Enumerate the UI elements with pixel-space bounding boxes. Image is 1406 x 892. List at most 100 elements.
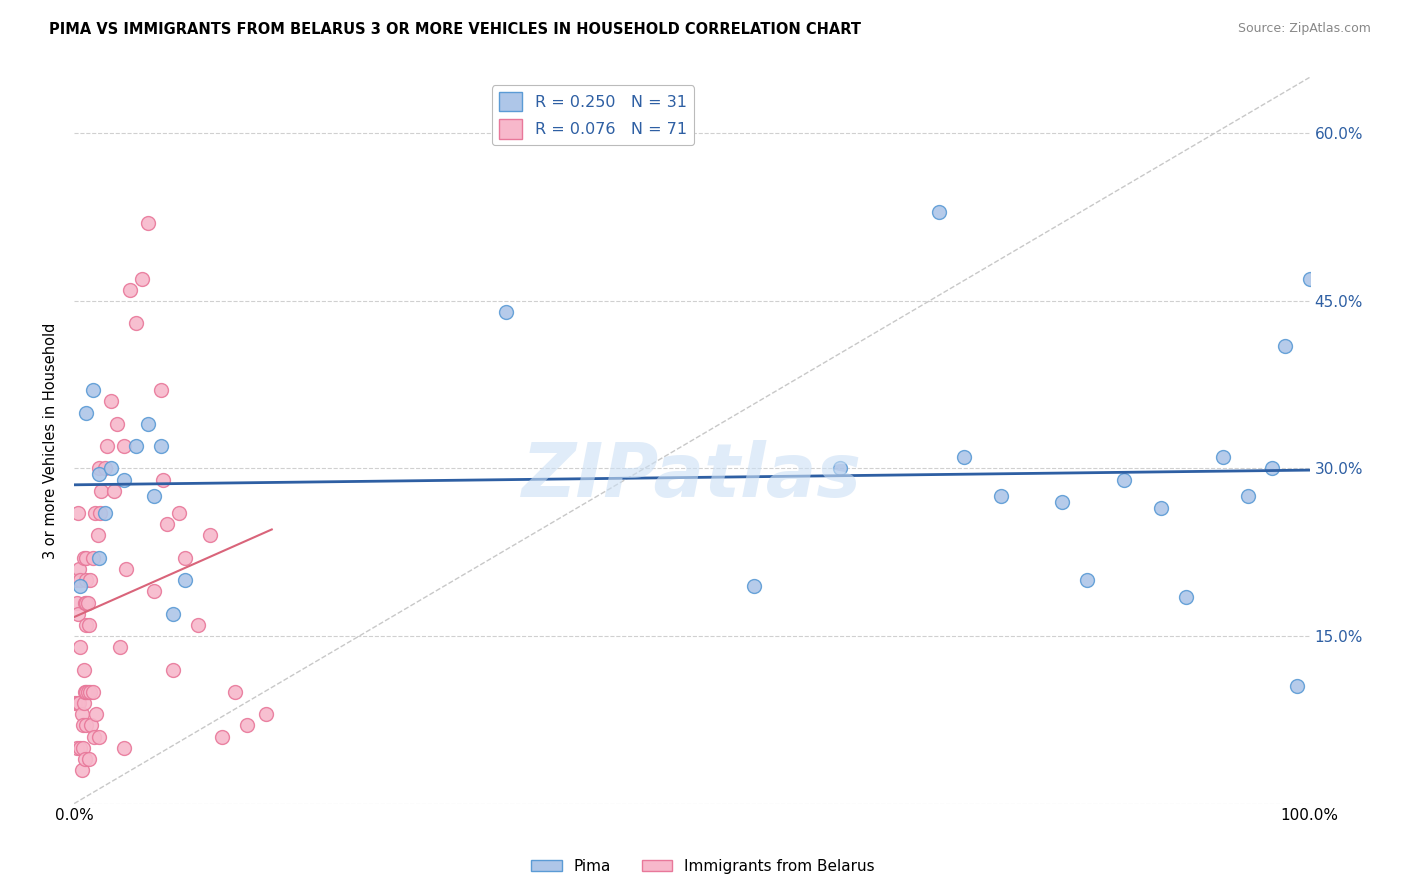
Point (87, 461, 110, 475)
Point (100, 394, 122, 409)
Point (96, 439, 118, 453)
Point (73, 663, 96, 677)
Point (77, 618, 100, 632)
Point (69, 573, 91, 587)
Point (66, 696, 89, 710)
Point (143, 489, 166, 503)
Point (67, 696, 90, 710)
Point (69, 740, 91, 755)
Point (75, 718, 97, 732)
Point (82, 685, 104, 699)
Point (82, 550, 104, 565)
Point (143, 584, 166, 599)
Point (82, 384, 104, 398)
Point (89, 506, 111, 520)
Point (1076, 573, 1098, 587)
Point (87, 730, 110, 744)
Point (131, 271, 153, 285)
Legend: R = 0.250   N = 31, R = 0.076   N = 71: R = 0.250 N = 31, R = 0.076 N = 71 (492, 86, 693, 145)
Point (73, 696, 96, 710)
Point (167, 506, 190, 520)
Point (174, 573, 197, 587)
Point (75, 550, 97, 565)
Point (198, 528, 221, 542)
Point (136, 216, 159, 230)
Point (75, 595, 97, 609)
Point (1212, 450, 1234, 465)
Point (136, 417, 159, 431)
Text: ZIPatlas: ZIPatlas (522, 441, 862, 513)
Y-axis label: 3 or more Vehicles in Household: 3 or more Vehicles in Household (44, 322, 58, 558)
Point (90, 483, 112, 498)
Point (236, 718, 259, 732)
Point (65, 595, 87, 609)
Point (76, 685, 98, 699)
Point (1236, 489, 1258, 503)
Point (80, 718, 103, 732)
Point (75, 573, 97, 587)
Point (495, 305, 517, 319)
Point (75, 406, 97, 420)
Point (224, 685, 246, 699)
Point (1175, 590, 1198, 604)
Point (76, 595, 98, 609)
Point (72, 740, 94, 755)
Point (187, 618, 209, 632)
Point (211, 730, 233, 744)
Point (1114, 473, 1136, 487)
Point (742, 579, 765, 593)
Point (86, 707, 108, 722)
Point (65, 573, 87, 587)
Point (75, 752, 97, 766)
Point (77, 752, 100, 766)
Point (79, 685, 101, 699)
Point (66, 506, 89, 520)
Point (75, 685, 97, 699)
Point (105, 417, 128, 431)
Point (149, 439, 172, 453)
Point (84, 506, 107, 520)
Point (952, 450, 974, 465)
Point (83, 730, 105, 744)
Text: PIMA VS IMMIGRANTS FROM BELARUS 3 OR MORE VEHICLES IN HOUSEHOLD CORRELATION CHAR: PIMA VS IMMIGRANTS FROM BELARUS 3 OR MOR… (49, 22, 862, 37)
Point (1286, 679, 1309, 693)
Point (156, 517, 179, 532)
Point (828, 461, 851, 475)
Point (112, 473, 135, 487)
Point (65, 696, 87, 710)
Point (162, 663, 184, 677)
Point (94, 506, 117, 520)
Point (990, 489, 1012, 503)
Point (1298, 271, 1320, 285)
Point (69, 640, 91, 655)
Point (86, 528, 108, 542)
Point (149, 384, 172, 398)
Point (75, 685, 97, 699)
Point (69, 579, 91, 593)
Point (75, 618, 97, 632)
Point (87, 550, 110, 565)
Point (66, 607, 89, 621)
Point (73, 550, 96, 565)
Point (174, 550, 197, 565)
Point (100, 461, 122, 475)
Point (103, 483, 125, 498)
Point (70, 707, 93, 722)
Point (75, 595, 97, 609)
Point (108, 640, 131, 655)
Point (112, 439, 135, 453)
Point (125, 316, 148, 330)
Point (1052, 495, 1074, 509)
Point (70, 763, 93, 777)
Point (1261, 461, 1284, 475)
Point (1274, 338, 1296, 352)
Point (87, 467, 110, 481)
Point (67, 562, 90, 576)
Point (254, 707, 277, 722)
Point (94, 461, 117, 475)
Point (115, 562, 138, 576)
Point (72, 718, 94, 732)
Point (152, 473, 174, 487)
Point (79, 573, 101, 587)
Point (112, 740, 135, 755)
